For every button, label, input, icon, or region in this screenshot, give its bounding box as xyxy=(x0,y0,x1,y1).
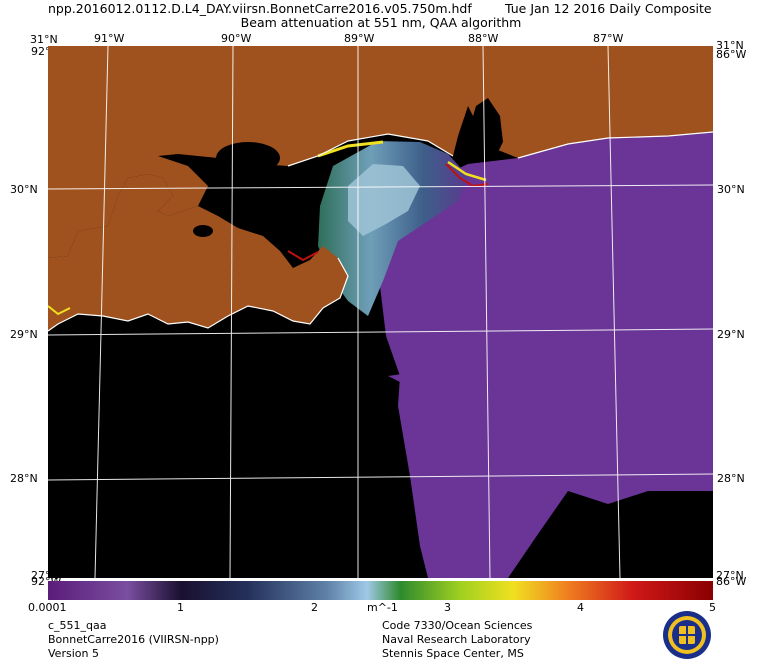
corner-lon-top-right: 86°W xyxy=(716,48,747,61)
lat-label-left: 28°N xyxy=(10,472,38,485)
lat-label-right: 29°N xyxy=(717,328,745,341)
beam-attenuation-map xyxy=(48,46,713,578)
composite-date: Tue Jan 12 2016 Daily Composite xyxy=(505,1,712,16)
lon-label-top: 88°W xyxy=(468,32,499,45)
land xyxy=(48,46,713,258)
high-turbidity-band xyxy=(287,250,319,262)
lat-label-right: 30°N xyxy=(717,183,745,196)
footer-left-line: Version 5 xyxy=(48,647,99,660)
lon-label-top: 90°W xyxy=(221,32,252,45)
lon-label-top: 89°W xyxy=(344,32,375,45)
high-turbidity-band xyxy=(445,163,489,188)
high-turbidity-band xyxy=(447,160,487,182)
colorbar-tick: 4 xyxy=(577,601,584,614)
footer-right-line: Naval Research Laboratory xyxy=(382,633,531,646)
footer-left-line: BonnetCarre2016 (VIIRSN-npp) xyxy=(48,633,219,646)
coastline xyxy=(517,131,713,159)
footer-left-line: c_551_qaa xyxy=(48,619,107,632)
colorbar xyxy=(48,581,713,600)
footer-right-line: Stennis Space Center, MS xyxy=(382,647,524,660)
lon-label-top: 87°W xyxy=(593,32,624,45)
lat-label-left: 30°N xyxy=(10,183,38,196)
lon-label-top: 91°W xyxy=(94,32,125,45)
land-lower xyxy=(48,174,348,331)
colorbar-unit: m^-1 xyxy=(367,601,398,614)
footer-right-line: Code 7330/Ocean Sciences xyxy=(382,619,533,632)
coastline xyxy=(48,257,349,332)
colorbar-tick: 2 xyxy=(311,601,318,614)
file-name: npp.2016012.0112.D.L4_DAY.viirsn.BonnetC… xyxy=(48,1,472,16)
colorbar-tick: 1 xyxy=(177,601,184,614)
colorbar-tick: 5 xyxy=(709,601,716,614)
colorbar-tick: 0.0001 xyxy=(28,601,67,614)
corner-lat-top-right: 31°N xyxy=(716,39,744,52)
nrl-seal-logo xyxy=(663,611,711,659)
colorbar-tick: 3 xyxy=(444,601,451,614)
lake-pontchartrain xyxy=(216,142,280,174)
lake xyxy=(193,225,213,237)
lat-label-right: 28°N xyxy=(717,472,745,485)
corner-lat-top-left: 31°N xyxy=(30,33,58,46)
corner-lon-bottom-right: 86°W xyxy=(716,575,747,588)
corner-lat-bottom-right: 27°N xyxy=(716,569,744,582)
product-title: Beam attenuation at 551 nm, QAA algorith… xyxy=(240,15,522,30)
purple-patch xyxy=(388,336,713,411)
plume-core xyxy=(348,164,420,236)
high-turbidity-band xyxy=(317,140,384,158)
lat-label-left: 29°N xyxy=(10,328,38,341)
coastline xyxy=(287,133,454,167)
high-turbidity-band xyxy=(48,305,71,316)
graticule xyxy=(48,46,713,578)
